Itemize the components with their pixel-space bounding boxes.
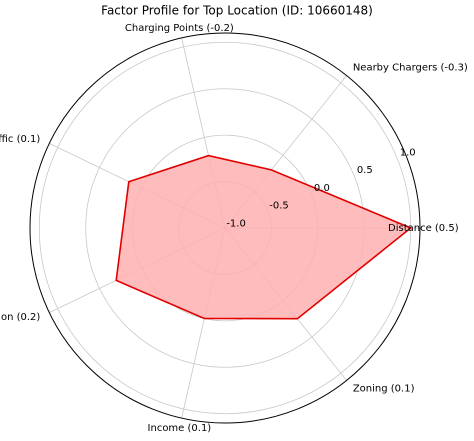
category-label: Nearby Chargers (-0.3) xyxy=(353,63,468,74)
outer-frame xyxy=(29,32,421,424)
category-label: Distance (0.5) xyxy=(388,223,459,234)
r-tick-label: -0.5 xyxy=(269,201,289,212)
category-label: Charging Points (-0.2) xyxy=(125,23,234,34)
category-label: Income (0.1) xyxy=(148,423,212,434)
category-label: Traffic (0.1) xyxy=(0,134,40,145)
r-tick-label: 0.5 xyxy=(357,165,373,176)
category-label: Zoning (0.1) xyxy=(353,383,415,394)
r-tick-label: 0.0 xyxy=(314,183,330,194)
r-tick-label: -1.0 xyxy=(226,218,246,229)
r-tick-label: 1.0 xyxy=(400,147,416,158)
radar-area xyxy=(115,154,413,320)
chart-title: Factor Profile for Top Location (ID: 106… xyxy=(101,4,373,18)
category-label: Population (0.2) xyxy=(0,312,40,323)
